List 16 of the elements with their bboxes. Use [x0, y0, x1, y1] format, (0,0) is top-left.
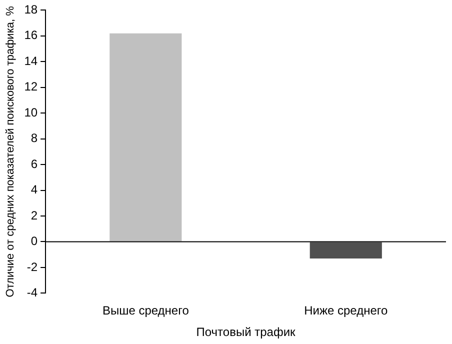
- y-tick-label: 2: [30, 208, 38, 222]
- y-tick-label: 0: [30, 234, 38, 248]
- x-axis-title: Почтовый трафик: [196, 325, 296, 340]
- y-axis-title: Отличие от средних показателей поискового трафика, %: [4, 6, 17, 298]
- y-tick-label: 18: [24, 2, 38, 17]
- y-tick-label: 12: [24, 80, 38, 94]
- y-tick-label: 8: [30, 131, 38, 146]
- y-tick-label: -4: [26, 286, 38, 300]
- y-tick-label: -2: [26, 260, 38, 274]
- x-tick-label: Ниже среднего: [304, 304, 388, 318]
- x-tick-label: Выше среднего: [102, 304, 190, 318]
- y-tick-label: 14: [24, 54, 38, 68]
- y-tick-label: 16: [24, 28, 38, 42]
- y-tick-label: 10: [24, 105, 38, 120]
- y-tick-label: 6: [30, 156, 38, 171]
- y-tick-label: 4: [30, 182, 38, 197]
